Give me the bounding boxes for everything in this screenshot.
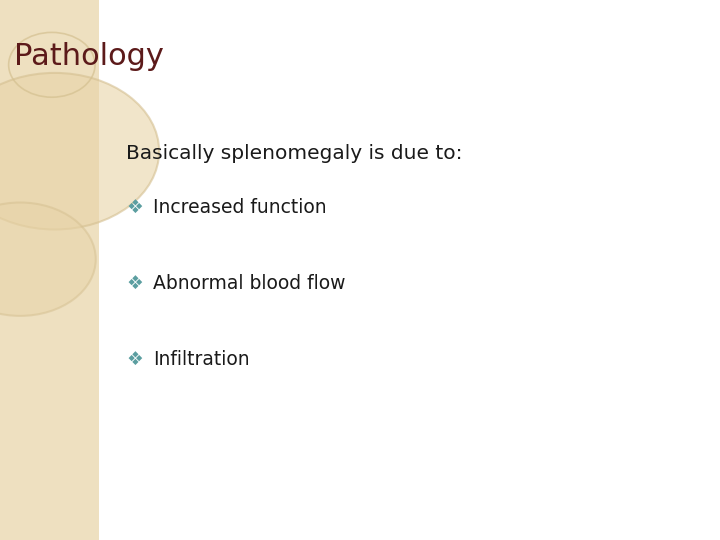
Text: ❖: ❖	[126, 349, 143, 369]
Text: Infiltration: Infiltration	[153, 349, 250, 369]
Circle shape	[0, 73, 159, 230]
Text: Pathology: Pathology	[14, 42, 164, 71]
FancyBboxPatch shape	[0, 0, 99, 540]
Text: ❖: ❖	[126, 198, 143, 218]
Text: Abnormal blood flow: Abnormal blood flow	[153, 274, 346, 293]
Text: Increased function: Increased function	[153, 198, 327, 218]
Text: Basically splenomegaly is due to:: Basically splenomegaly is due to:	[126, 144, 462, 164]
Circle shape	[0, 202, 96, 316]
Text: ❖: ❖	[126, 274, 143, 293]
